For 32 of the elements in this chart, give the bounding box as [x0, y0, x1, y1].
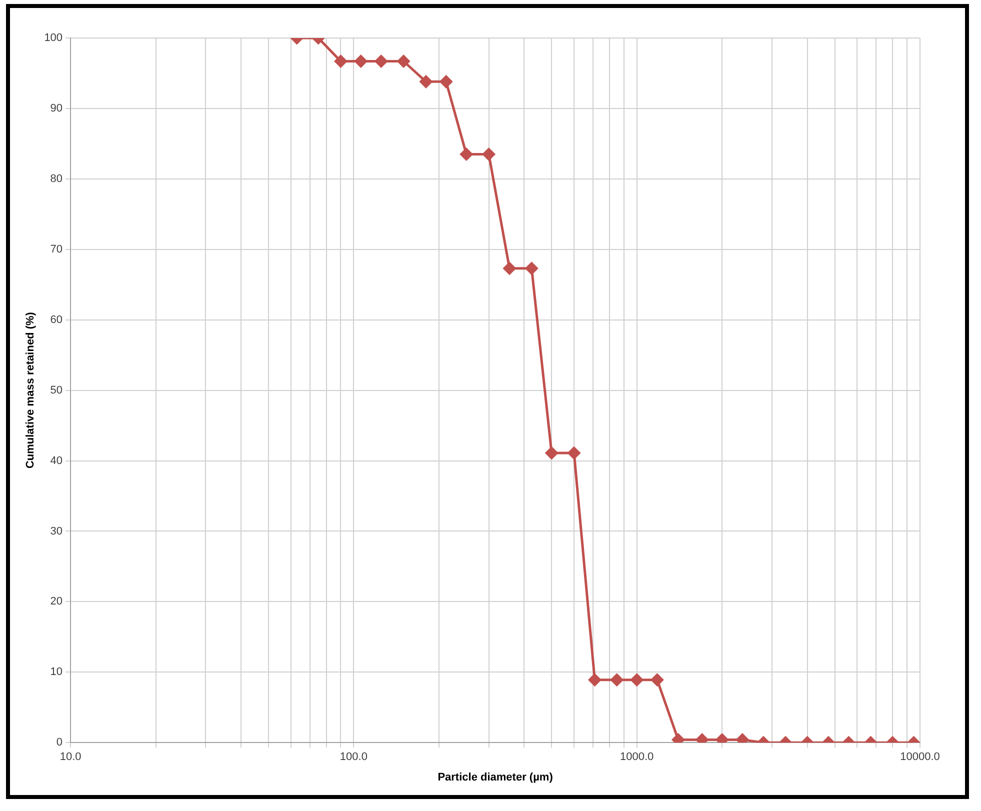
- y-tick-label: 80: [50, 172, 63, 185]
- y-tick-label: 40: [50, 454, 63, 467]
- point: [334, 55, 347, 68]
- point: [374, 55, 388, 68]
- point: [545, 446, 558, 460]
- point: [460, 148, 473, 161]
- point: [525, 262, 538, 275]
- point: [503, 262, 516, 275]
- point: [440, 75, 452, 88]
- point: [354, 55, 368, 68]
- point: [568, 446, 580, 460]
- y-axis-title: Cumulative mass retained (%): [24, 312, 37, 469]
- y-tick-label: 90: [50, 102, 63, 114]
- y-tick-label: 0: [56, 736, 63, 749]
- y-tick-label: 30: [50, 525, 63, 538]
- y-tick-label: 10: [50, 666, 63, 678]
- y-tick-label: 70: [50, 243, 63, 256]
- y-tick-label: 100: [44, 32, 63, 44]
- point: [696, 734, 708, 743]
- point: [736, 734, 749, 743]
- x-axis-title: Particle diameter (µm): [438, 771, 554, 784]
- y-tick-label: 60: [50, 314, 63, 326]
- x-tick-label: 10000.0: [900, 751, 940, 764]
- point: [482, 148, 496, 161]
- x-tick-label: 100.0: [340, 751, 368, 764]
- point: [420, 75, 432, 88]
- x-tick-label: 1000.0: [620, 751, 654, 764]
- y-tick-label: 20: [50, 596, 63, 608]
- point: [397, 55, 410, 68]
- point: [716, 734, 728, 743]
- x-tick-label: 10.0: [60, 751, 82, 764]
- y-tick-label: 50: [50, 384, 63, 396]
